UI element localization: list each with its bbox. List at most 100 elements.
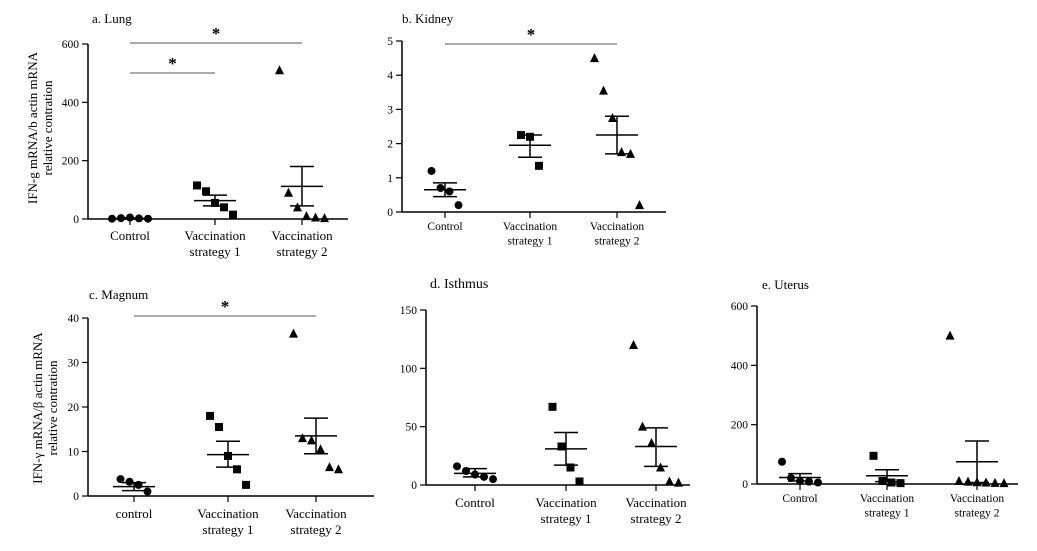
data-point (325, 462, 334, 472)
data-point (125, 477, 134, 486)
data-point (427, 166, 436, 175)
data-point (320, 213, 329, 223)
data-point (599, 85, 608, 95)
y-axis-title: IFN-g mRNA/b actin mRNA (25, 51, 40, 204)
data-point (233, 465, 241, 474)
x-tick-label: strategy 1 (203, 522, 254, 537)
y-tick-label: 20 (68, 402, 80, 414)
data-point (242, 480, 250, 489)
data-point (566, 463, 575, 472)
x-tick-label: strategy 2 (631, 511, 682, 526)
data-point (143, 487, 152, 496)
data-point (307, 435, 316, 445)
data-point (945, 330, 955, 340)
data-point (206, 411, 214, 420)
y-tick-label: 400 (62, 97, 80, 109)
y-tick-label: 100 (400, 363, 418, 375)
data-point (887, 478, 896, 487)
x-tick-label: Vaccination (950, 493, 1005, 505)
x-tick-label: Vaccination (625, 495, 687, 510)
x-tick-label: Vaccination (271, 228, 333, 243)
y-tick-label: 200 (62, 156, 80, 168)
x-tick-label: Vaccination (860, 493, 915, 505)
data-point (954, 476, 964, 486)
data-point (617, 147, 626, 157)
data-point (869, 451, 878, 460)
x-tick-label: Vaccination (184, 228, 246, 243)
y-tick-label: 40 (68, 313, 80, 325)
data-point (220, 203, 228, 212)
y-tick-label: 3 (387, 104, 393, 116)
data-point (575, 477, 584, 486)
x-tick-label: Vaccination (285, 506, 347, 521)
x-tick-label: strategy 1 (190, 244, 241, 259)
y-tick-label: 0 (73, 214, 79, 226)
data-point (590, 53, 599, 63)
data-point (229, 210, 237, 219)
significance-label: * (221, 297, 230, 316)
data-point (635, 200, 644, 210)
data-point (202, 187, 210, 196)
data-point (311, 212, 320, 222)
y-tick-label: 0 (742, 479, 748, 491)
data-point (193, 181, 201, 190)
data-point (445, 187, 454, 196)
x-tick-label: strategy 2 (954, 508, 999, 520)
chart-title: a. Lung (92, 11, 132, 26)
y-axis-title: relative contration (40, 80, 55, 175)
significance-label: * (212, 24, 221, 43)
data-point (626, 148, 635, 158)
y-tick-label: 30 (68, 358, 80, 370)
x-tick-label: Vaccination (590, 221, 645, 233)
x-tick-label: Control (427, 221, 462, 233)
y-tick-label: 1 (387, 173, 393, 185)
y-tick-label: 50 (406, 422, 418, 434)
data-point (284, 187, 293, 197)
y-tick-label: 200 (731, 420, 749, 432)
chart-panel-uterus: e. Uterus 0 200 400 600 Control Vaccination str… (731, 277, 1018, 520)
y-axis-title: IFN-γ mRNA/β actin mRNA (30, 332, 45, 484)
data-point (535, 161, 543, 170)
y-tick-label: 10 (68, 447, 80, 459)
x-tick-label: Vaccination (535, 495, 597, 510)
data-point (302, 211, 311, 221)
data-point (638, 421, 647, 431)
data-point (665, 476, 674, 486)
x-tick-label: strategy 1 (507, 236, 552, 248)
data-point (116, 475, 125, 484)
y-tick-label: 0 (387, 207, 393, 219)
y-tick-label: 4 (387, 70, 393, 82)
data-point (896, 479, 905, 488)
y-tick-label: 600 (731, 301, 749, 313)
data-point (963, 476, 973, 486)
y-tick-label: 600 (62, 39, 80, 51)
data-point (548, 402, 557, 411)
data-point (674, 477, 683, 487)
x-tick-label: strategy 1 (864, 508, 909, 520)
x-tick-label: Vaccination (503, 221, 558, 233)
x-tick-label: Control (455, 495, 495, 510)
data-point (293, 202, 302, 212)
y-tick-label: 400 (731, 360, 749, 372)
data-point (647, 438, 656, 447)
significance-label: * (168, 54, 177, 73)
y-tick-label: 0 (73, 491, 79, 503)
data-point (275, 65, 284, 75)
data-point (629, 340, 638, 349)
x-tick-label: Control (782, 493, 817, 505)
data-point (454, 201, 463, 210)
significance-label: * (527, 25, 536, 44)
data-point (990, 477, 1000, 487)
data-point (215, 423, 223, 432)
x-tick-label: strategy 2 (594, 236, 639, 248)
y-axis-title: relative contration (45, 360, 60, 455)
chart-panel-kidney: b. Kidney 0 1 2 3 4 5 Control Vaccination strateg… (387, 11, 666, 248)
x-tick-label: strategy 1 (541, 511, 592, 526)
data-point (557, 442, 566, 451)
x-tick-label: Control (110, 228, 150, 243)
chart-title: d. Isthmus (430, 277, 488, 292)
data-point (289, 328, 298, 338)
